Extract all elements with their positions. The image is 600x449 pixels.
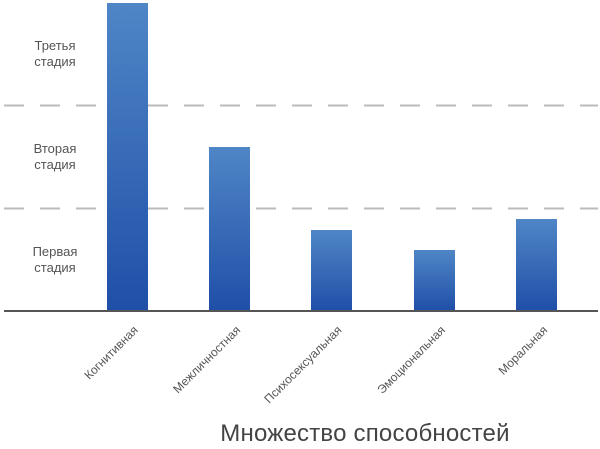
y-label-line: Первая <box>32 244 78 259</box>
y-label-line: стадия <box>34 54 76 69</box>
x-tick-label: Когнитивная <box>80 323 141 383</box>
x-tick-label: Эмоциональная <box>373 323 448 397</box>
x-axis-title: Множество способностей <box>220 420 510 447</box>
x-tick-label: Межличностная <box>169 323 243 397</box>
y-label-second-stage: Вторая стадия <box>20 141 90 173</box>
x-tick-label: Моральная <box>495 323 550 378</box>
gridline-stage-2-3 <box>4 104 598 107</box>
y-label-line: Третья <box>34 38 76 53</box>
x-tick-label: Психосексуальная <box>260 323 344 407</box>
bar-1 <box>209 147 250 311</box>
x-axis-line <box>4 310 598 312</box>
bar-0 <box>107 3 148 311</box>
y-label-line: стадия <box>34 157 76 172</box>
bar-4 <box>516 219 557 311</box>
y-label-third-stage: Третья стадия <box>20 38 90 70</box>
y-label-line: стадия <box>34 260 76 275</box>
bar-2 <box>311 230 352 311</box>
y-label-first-stage: Первая стадия <box>20 244 90 276</box>
y-label-line: Вторая <box>33 141 77 156</box>
bar-3 <box>414 250 455 311</box>
gridline-stage-1-2 <box>4 207 598 210</box>
